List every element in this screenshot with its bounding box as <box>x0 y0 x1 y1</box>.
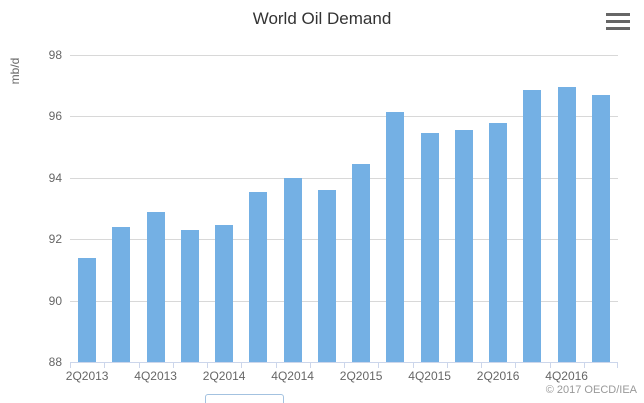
bar-slot <box>139 55 173 362</box>
y-axis-label: 94 <box>48 170 62 185</box>
hamburger-menu-icon <box>606 20 630 23</box>
bar-slot <box>550 55 584 362</box>
x-axis-tick <box>309 363 311 368</box>
bar[interactable] <box>386 111 405 362</box>
x-axis-tick <box>549 363 551 368</box>
gridline <box>70 116 618 118</box>
x-axis-label: 2Q2014 <box>202 369 246 383</box>
x-axis-tick <box>70 363 71 368</box>
plot-area <box>70 55 618 363</box>
bar-slot <box>584 55 618 362</box>
bar[interactable] <box>215 225 234 362</box>
bar[interactable] <box>283 177 302 362</box>
x-axis-tick <box>515 363 517 368</box>
bar-slot <box>481 55 515 362</box>
bar[interactable] <box>317 190 336 362</box>
y-axis-label: 92 <box>48 232 62 247</box>
bars-layer <box>70 55 618 362</box>
bar-slot <box>515 55 549 362</box>
x-axis-labels: 2Q2013 4Q2013 2Q2014 4Q2014 2Q2015 4Q2015 2Q20… <box>66 369 618 385</box>
x-axis-tick <box>481 363 482 368</box>
gridline <box>70 55 618 56</box>
x-axis-tick <box>138 363 140 368</box>
hamburger-menu-icon <box>606 13 630 16</box>
hamburger-menu-icon <box>606 27 630 30</box>
x-axis-label: 4Q2013 <box>134 369 177 383</box>
bar-slot <box>70 55 104 362</box>
bar[interactable] <box>180 230 199 362</box>
x-axis-tick <box>172 363 174 368</box>
x-axis-tick <box>241 363 243 368</box>
bar[interactable] <box>146 211 165 362</box>
chart-title: World Oil Demand <box>252 9 392 28</box>
x-axis-tick <box>617 363 618 368</box>
bar-slot <box>276 55 310 362</box>
bar[interactable] <box>112 226 131 362</box>
x-axis-label: 2Q2015 <box>339 369 383 383</box>
bar[interactable] <box>454 130 473 362</box>
bar-slot <box>173 55 207 362</box>
bar-slot <box>104 55 138 362</box>
bar[interactable] <box>352 164 371 362</box>
y-axis-labels: 88 90 92 94 96 98 <box>0 48 62 369</box>
y-axis-label: 96 <box>48 109 62 124</box>
x-axis-tick <box>446 363 448 368</box>
y-axis-label: 98 <box>48 48 62 62</box>
x-axis-tick <box>412 363 414 368</box>
x-axis-tick <box>344 363 345 368</box>
x-axis-label: 4Q2014 <box>271 369 314 383</box>
x-axis-label: 4Q2016 <box>545 369 588 383</box>
x-axis-ticks <box>70 363 618 368</box>
bar-slot <box>241 55 275 362</box>
bar-slot <box>310 55 344 362</box>
x-axis-tick <box>207 363 208 368</box>
bar-slot <box>344 55 378 362</box>
y-axis-label: 88 <box>48 355 62 369</box>
credits-link[interactable]: © 2017 OECD/IEA <box>545 384 637 396</box>
gridline <box>70 177 618 179</box>
bar[interactable] <box>591 94 610 362</box>
y-axis-label: 90 <box>48 293 62 308</box>
bar-slot <box>413 55 447 362</box>
gridline <box>70 300 618 302</box>
bar[interactable] <box>557 87 576 362</box>
bar-slot <box>447 55 481 362</box>
bar[interactable] <box>523 90 542 362</box>
x-axis-tick <box>275 363 277 368</box>
x-axis-label: 2Q2013 <box>65 369 109 383</box>
export-menu-button[interactable] <box>606 13 632 30</box>
bar[interactable] <box>78 257 97 362</box>
bar[interactable] <box>489 122 508 362</box>
x-axis-tick <box>104 363 106 368</box>
bar[interactable] <box>420 133 439 362</box>
gridline <box>70 239 618 241</box>
x-axis-label: 2Q2016 <box>476 369 520 383</box>
legend-box-cutoff[interactable] <box>205 394 284 403</box>
bar[interactable] <box>249 191 268 362</box>
bar-slot <box>207 55 241 362</box>
x-axis-label: 4Q2015 <box>408 369 451 383</box>
x-axis-tick <box>583 363 585 368</box>
x-axis-tick <box>378 363 380 368</box>
bar-slot <box>378 55 412 362</box>
